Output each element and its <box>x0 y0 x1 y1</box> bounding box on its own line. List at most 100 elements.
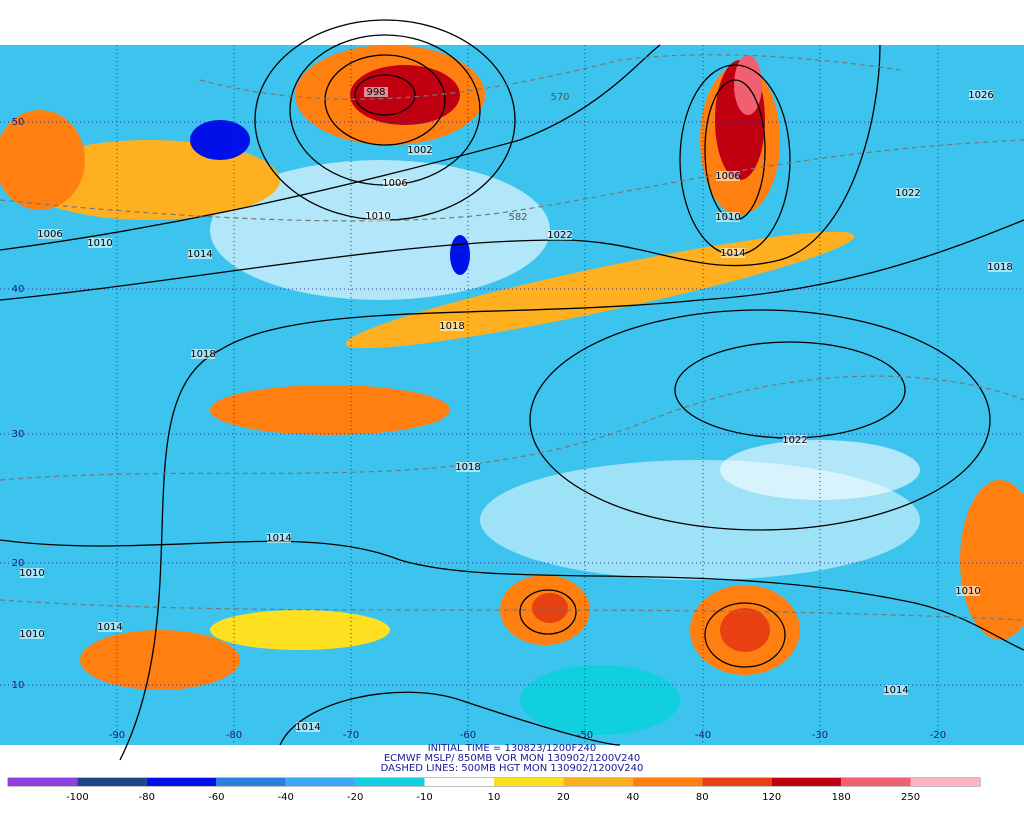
isobar-label: 1010 <box>955 586 980 597</box>
colorbar-swatch <box>632 778 703 786</box>
field-patch <box>450 235 470 275</box>
contour <box>529 309 991 531</box>
isobar-label: 1014 <box>883 685 908 696</box>
isobar-label-bg <box>988 262 1012 272</box>
lon-label: -50 <box>577 730 593 741</box>
isobar-label-bg <box>267 533 291 543</box>
isobar-label: 1014 <box>295 722 320 733</box>
isobar-label: 1006 <box>382 178 407 189</box>
isobar-label: 1010 <box>19 568 44 579</box>
colorbar-label: 250 <box>901 792 920 803</box>
lon-label: -20 <box>930 730 946 741</box>
contour <box>199 54 901 100</box>
isobar-label: 998 <box>366 87 385 98</box>
isobar-label-bg <box>20 568 44 578</box>
title-line: ECMWF MSLP/ 850MB VOR MON 130902/1200V24… <box>384 753 640 764</box>
isobar-label-bg <box>296 722 320 732</box>
isobar-label-bg <box>969 90 993 100</box>
height-label: 570 <box>550 92 569 103</box>
isobar-label-bg <box>364 87 388 97</box>
colorbar-swatch <box>494 778 564 786</box>
map <box>0 19 1024 761</box>
colorbar-swatch <box>841 778 911 786</box>
isobar-label: 1018 <box>439 321 464 332</box>
colorbar-label: -20 <box>347 792 363 803</box>
isobar-label: 1014 <box>720 248 745 259</box>
lon-label: -90 <box>109 730 125 741</box>
colorbar-label: -60 <box>208 792 224 803</box>
field-patch <box>532 593 568 623</box>
colorbar-label: 120 <box>762 792 781 803</box>
colorbar-swatch <box>563 778 633 786</box>
isobar-label-bg <box>456 462 480 472</box>
isobar-label: 1018 <box>455 462 480 473</box>
field-patch <box>210 610 390 650</box>
isobar-label: 1010 <box>19 629 44 640</box>
lon-label: -30 <box>812 730 828 741</box>
contour <box>119 219 1024 761</box>
lat-label: 30 <box>12 429 25 440</box>
lat-label: 40 <box>12 284 25 295</box>
title-line: INITIAL TIME = 130823/1200F240 <box>428 743 597 754</box>
colorbar-label: -100 <box>66 792 89 803</box>
colorbar-swatch <box>146 778 217 786</box>
lat-label: 20 <box>12 558 25 569</box>
isobar-label: 1022 <box>895 188 920 199</box>
lat-label: 10 <box>12 680 25 691</box>
isobar-label: 1014 <box>187 249 212 260</box>
lat-label: 50 <box>12 117 25 128</box>
isobar-label: 1002 <box>407 145 432 156</box>
colorbar-swatch <box>8 778 78 786</box>
contour <box>0 539 1024 651</box>
colorbar-swatch <box>285 778 356 786</box>
isobar-label: 1010 <box>715 212 740 223</box>
colorbar-swatch <box>355 778 425 786</box>
field-patch <box>350 65 460 125</box>
isobar-label-bg <box>38 229 62 239</box>
isobar-label: 1014 <box>97 622 122 633</box>
colorbar-swatch <box>702 778 772 786</box>
isobar-label-bg <box>191 349 215 359</box>
colorbar-label: 10 <box>488 792 501 803</box>
field-patch <box>720 608 770 652</box>
colorbar-label: -10 <box>416 792 432 803</box>
field-patch <box>190 120 250 160</box>
title-line: DASHED LINES: 500MB HGT MON 130902/1200V… <box>381 763 644 774</box>
contour <box>519 589 577 635</box>
lon-label: -70 <box>343 730 359 741</box>
contour <box>0 44 881 301</box>
colorbar-label: 80 <box>696 792 709 803</box>
isobar-label: 1018 <box>987 262 1012 273</box>
colorbar-swatch <box>910 778 980 786</box>
height-label: 582 <box>508 212 527 223</box>
isobar-label: 1022 <box>547 230 572 241</box>
isobar-label-bg <box>956 586 980 596</box>
contour <box>354 74 416 116</box>
isobar-label-bg <box>716 171 740 181</box>
isobar-label: 1006 <box>37 229 62 240</box>
contour <box>704 602 786 668</box>
isobar-label-bg <box>721 248 745 258</box>
colorbar-label: -80 <box>139 792 155 803</box>
isobar-label-bg <box>440 321 464 331</box>
lon-label: -80 <box>226 730 242 741</box>
lon-label: -40 <box>695 730 711 741</box>
contour <box>0 375 1024 481</box>
contour <box>279 691 621 746</box>
contour <box>324 54 446 146</box>
isobar-label: 1014 <box>266 533 291 544</box>
isobar-label-bg <box>783 435 807 445</box>
colorbar-label: 20 <box>557 792 570 803</box>
isobar-label: 1018 <box>190 349 215 360</box>
field-patch <box>210 385 450 435</box>
isobar-label-bg <box>884 685 908 695</box>
colorbar-swatch <box>424 778 494 786</box>
isobars <box>0 19 1024 761</box>
colorbar-swatch <box>77 778 147 786</box>
colorbar-label: 40 <box>626 792 639 803</box>
isobar-label: 1006 <box>715 171 740 182</box>
contour <box>0 44 661 251</box>
contour <box>0 139 1024 222</box>
